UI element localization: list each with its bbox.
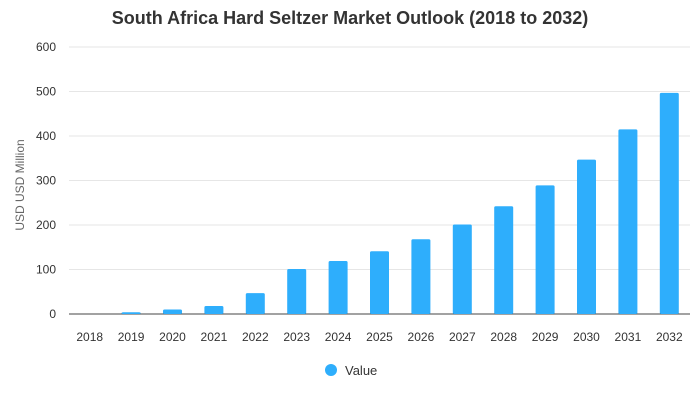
x-tick-label: 2032 [656, 330, 683, 344]
bar-2022[interactable] [245, 293, 265, 314]
y-axis-ticks: 0 100 200 300 400 500 600 [36, 40, 56, 321]
chart-title: South Africa Hard Seltzer Market Outlook… [111, 8, 589, 28]
bar-2028[interactable] [494, 206, 514, 314]
x-tick-label: 2026 [408, 330, 435, 344]
x-tick-label: 2024 [325, 330, 352, 344]
y-tick-label: 300 [36, 174, 56, 188]
y-tick-label: 400 [36, 129, 56, 143]
bar-2025[interactable] [370, 251, 389, 314]
y-tick-label: 200 [36, 218, 56, 232]
bar-2029[interactable] [535, 185, 555, 314]
x-tick-label: 2031 [615, 330, 642, 344]
x-tick-label: 2018 [76, 330, 103, 344]
y-axis-title: USD USD Million [13, 139, 27, 230]
legend[interactable]: Value [325, 363, 377, 378]
x-tick-label: 2022 [242, 330, 269, 344]
y-tick-label: 500 [36, 85, 56, 99]
legend-swatch [325, 364, 337, 376]
bar-2021[interactable] [204, 305, 224, 314]
bar-2019[interactable] [121, 312, 141, 314]
y-tick-label: 100 [36, 263, 56, 277]
y-tick-label: 600 [36, 40, 56, 54]
bars [121, 92, 679, 315]
bar-2023[interactable] [287, 269, 307, 314]
x-axis-ticks: 2018 2019 2020 2021 2022 2023 2024 2025 2026 2027… [76, 330, 683, 344]
bar-2026[interactable] [411, 239, 431, 314]
x-tick-label: 2029 [532, 330, 559, 344]
bar-2024[interactable] [328, 261, 348, 314]
bar-2031[interactable] [618, 129, 638, 314]
x-tick-label: 2020 [159, 330, 186, 344]
x-tick-label: 2021 [201, 330, 228, 344]
x-tick-label: 2025 [366, 330, 393, 344]
bar-2020[interactable] [163, 309, 182, 314]
x-tick-label: 2019 [118, 330, 145, 344]
x-tick-label: 2027 [449, 330, 476, 344]
legend-label: Value [345, 363, 377, 378]
y-tick-label: 0 [49, 307, 56, 321]
x-tick-label: 2030 [573, 330, 600, 344]
bar-2030[interactable] [577, 159, 596, 314]
bar-2027[interactable] [452, 224, 472, 314]
x-tick-label: 2023 [283, 330, 310, 344]
bar-2032[interactable] [659, 92, 679, 315]
x-tick-label: 2028 [490, 330, 517, 344]
